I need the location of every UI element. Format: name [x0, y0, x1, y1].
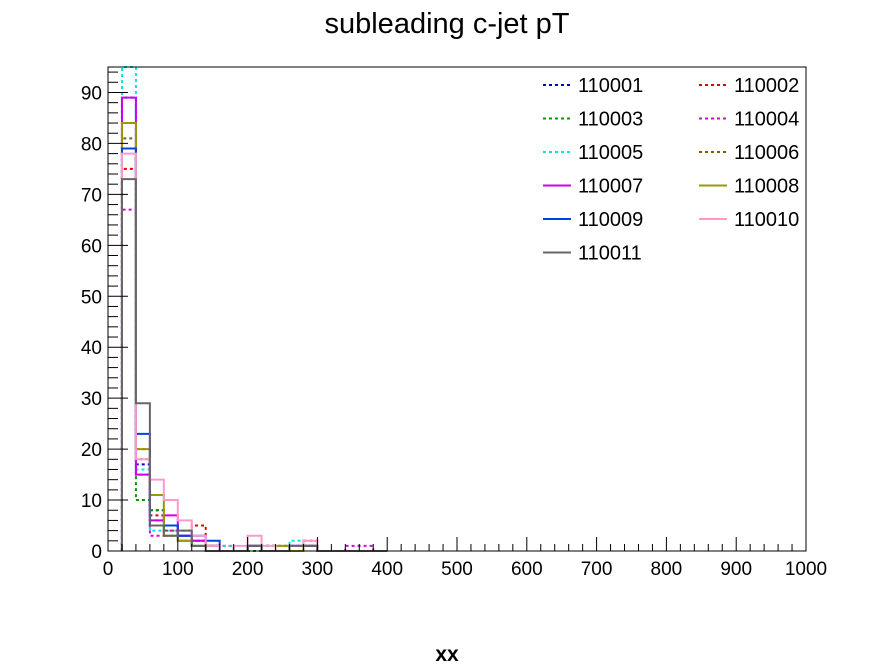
- legend-label-110009: 110009: [578, 209, 643, 231]
- x-tick-label: 300: [302, 559, 334, 580]
- series-110009-histogram: [120, 147, 388, 552]
- y-tick-label: 60: [81, 236, 102, 257]
- legend-label-110008: 110008: [734, 176, 799, 198]
- axis-layer: 0 100 200 300 400 500 600 700 800 900 1000 0 10 20 30 4…: [81, 71, 827, 580]
- legend-label-110006: 110006: [734, 142, 799, 164]
- x-tick-label: 900: [720, 559, 752, 580]
- series-110007-histogram: [120, 96, 388, 552]
- series-110010-histogram: [120, 152, 388, 552]
- y-tick-label: 80: [81, 134, 102, 155]
- y-tick-label: 70: [81, 185, 102, 206]
- y-tick-label: 20: [81, 440, 102, 461]
- y-tick-label: 30: [81, 389, 102, 410]
- plot-frame: [107, 66, 807, 552]
- legend-label-110005: 110005: [578, 142, 643, 164]
- legend-label-110010: 110010: [734, 209, 799, 231]
- series-110006-histogram: [120, 137, 388, 552]
- legend-label-110007: 110007: [578, 176, 643, 198]
- x-tick-label: 1000: [785, 559, 827, 580]
- series-110005-histogram: [120, 66, 388, 552]
- legend-label-110011: 110011: [578, 243, 642, 265]
- y-tick-label: 50: [81, 287, 102, 308]
- y-tick-label: 10: [81, 491, 102, 512]
- x-tick-label: 600: [511, 559, 543, 580]
- x-tick-label: 800: [651, 559, 683, 580]
- series-110002-histogram: [120, 167, 388, 552]
- x-tick-label: 0: [103, 559, 114, 580]
- y-tick-label: 90: [81, 83, 102, 104]
- legend: 110001 110002 110003 110004 110005 110006 1100…: [543, 75, 799, 265]
- legend-label-110002: 110002: [734, 75, 799, 97]
- x-tick-label: 700: [581, 559, 613, 580]
- series-110008-histogram: [120, 122, 388, 552]
- legend-label-110003: 110003: [578, 109, 643, 131]
- series-110001-histogram: [120, 96, 388, 552]
- x-axis-label: xx: [435, 643, 459, 666]
- chart-title: subleading c-jet pT: [324, 8, 569, 40]
- x-tick-label: 500: [441, 559, 473, 580]
- legend-label-110001: 110001: [578, 75, 643, 97]
- series-110003-histogram: [120, 147, 388, 552]
- series-110004-histogram: [120, 208, 388, 552]
- x-tick-label: 400: [371, 559, 403, 580]
- x-tick-label: 200: [232, 559, 264, 580]
- histogram-series-layer: [120, 66, 388, 552]
- y-tick-label: 40: [81, 338, 102, 359]
- y-tick-label: 0: [91, 542, 102, 563]
- x-tick-label: 100: [162, 559, 194, 580]
- legend-label-110004: 110004: [734, 109, 799, 131]
